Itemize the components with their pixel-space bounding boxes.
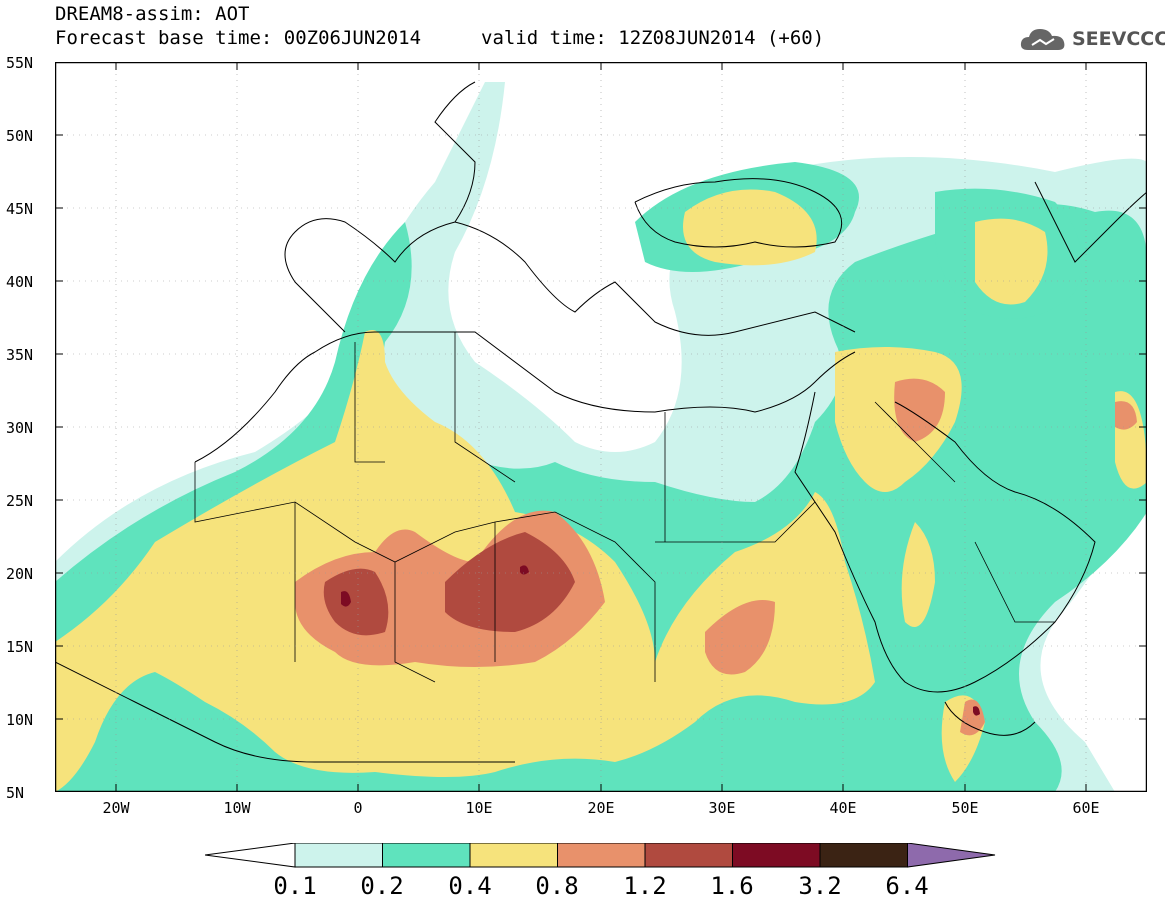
colorbar-label-6.4: 6.4 (885, 872, 929, 900)
aot-field-1.6 (341, 565, 980, 716)
map-canvas (54, 61, 1148, 793)
graticule (55, 62, 1147, 792)
colorbar-label-0.2: 0.2 (360, 872, 404, 900)
aot-field-1.2 (323, 532, 575, 636)
colorbar-label-1.2: 1.2 (623, 872, 667, 900)
lon-label-20e: 20E (587, 799, 615, 817)
colorbar-min-arrow (205, 843, 296, 868)
lon-label-60e: 60E (1072, 799, 1100, 817)
coastlines (54, 81, 1148, 763)
lat-label-15n: 15N (6, 638, 34, 656)
cloud-icon (1020, 29, 1065, 50)
colorbar-swatch-1 (382, 843, 471, 868)
colorbar-label-0.1: 0.1 (273, 872, 317, 900)
valid-time: valid time: 12Z08JUN2014 (+60) (481, 27, 825, 49)
lat-label-20n: 20N (6, 565, 34, 583)
lat-label-45n: 45N (6, 200, 34, 218)
lat-label-50n: 50N (6, 127, 34, 145)
title-line-1: DREAM8-assim: AOT (55, 3, 250, 25)
colorbar-swatch-2 (469, 843, 558, 868)
borders (194, 332, 1055, 683)
colorbar-label-3.2: 3.2 (798, 872, 842, 900)
colorbar-swatch-0 (294, 843, 383, 868)
lon-label-10w: 10W (223, 799, 251, 817)
lon-label-10e: 10E (465, 799, 493, 817)
colorbar-label-0.8: 0.8 (535, 872, 579, 900)
colorbar (205, 843, 996, 868)
colorbar-label-0.4: 0.4 (448, 872, 492, 900)
seevccc-logo: SEEVCCC (1018, 24, 1165, 56)
lat-label-30n: 30N (6, 419, 34, 437)
lat-label-35n: 35N (6, 346, 34, 364)
lat-label-25n: 25N (6, 492, 34, 510)
lon-label-50e: 50E (951, 799, 979, 817)
ticks (55, 62, 1147, 792)
lon-label-30e: 30E (708, 799, 736, 817)
lat-label-10n: 10N (6, 711, 34, 729)
lat-label-5n: 5N (6, 784, 25, 802)
logo-text: SEEVCCC (1072, 28, 1165, 50)
colorbar-label-1.6: 1.6 (710, 872, 754, 900)
lat-label-40n: 40N (6, 273, 34, 291)
colorbar-swatch-4 (644, 843, 733, 868)
lon-label-20w: 20W (102, 799, 130, 817)
forecast-base-time: Forecast base time: 00Z06JUN2014 (55, 27, 422, 49)
aot-map (54, 61, 1148, 793)
colorbar-max-arrow (907, 843, 996, 868)
lat-label-55n: 55N (6, 54, 34, 72)
colorbar-swatch-6 (819, 843, 908, 868)
colorbar-swatch-3 (557, 843, 646, 868)
lon-label-0: 0 (353, 799, 363, 817)
colorbar-swatch-5 (732, 843, 821, 868)
lon-label-40e: 40E (829, 799, 857, 817)
